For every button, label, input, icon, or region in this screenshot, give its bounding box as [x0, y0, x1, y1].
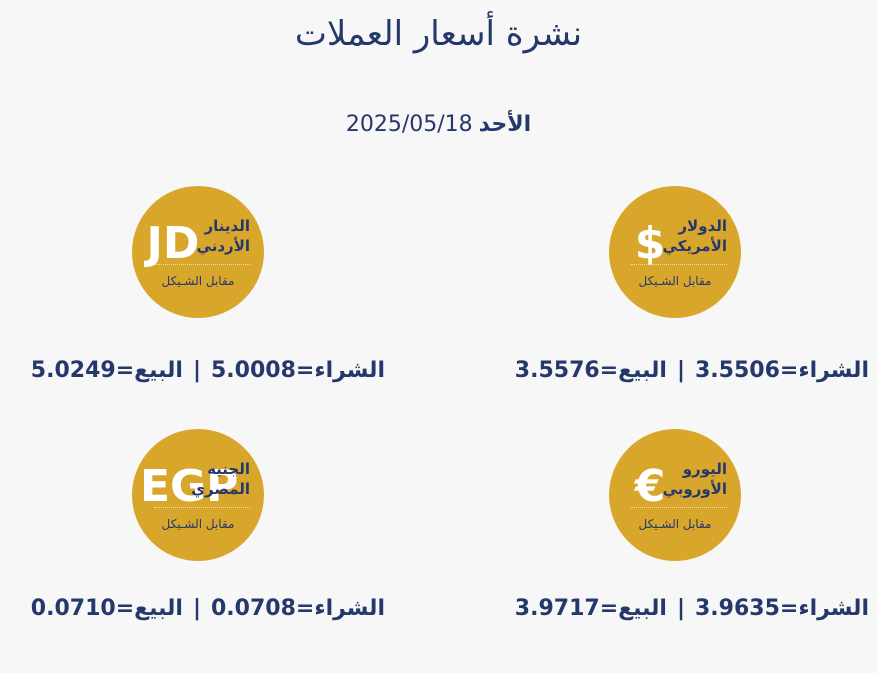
divider [154, 507, 250, 508]
currency-name: الجنيه المصري [191, 459, 250, 499]
buy-rate: 0.0708 [210, 596, 296, 621]
currency-subtitle: مقابل الشـيكل [161, 517, 235, 531]
name-line: المصري [191, 480, 250, 498]
sell-label: البيع= [115, 596, 183, 621]
rate-line: الشراء=0.0708 | البيع=0.0710 [5, 596, 385, 621]
divider [154, 264, 250, 265]
buy-rate: 5.0008 [210, 358, 296, 383]
name-line: الجنيه [207, 460, 250, 478]
currency-symbol: JD [146, 218, 200, 269]
date: 2025/05/18 [345, 112, 473, 137]
buy-rate: 3.5506 [694, 358, 780, 383]
rate-line: الشراء=3.9635 | البيع=3.9717 [489, 596, 869, 621]
currency-subtitle: مقابل الشـيكل [638, 274, 712, 288]
currency-name: الدولار الأمريكي [663, 216, 727, 256]
day: الأحد [478, 112, 532, 137]
separator: | [676, 358, 685, 383]
sell-label: البيع= [599, 596, 667, 621]
currency-name: اليورو الأوروبي [663, 459, 727, 499]
currency-badge: € اليورو الأوروبي مقابل الشـيكل [609, 429, 741, 561]
buy-label: الشراء= [295, 596, 385, 621]
buy-label: الشراء= [779, 358, 869, 383]
divider [631, 507, 727, 508]
name-line: الدولار [678, 217, 727, 235]
separator: | [192, 596, 201, 621]
currency-badge: JD الدينار الأردني مقابل الشـيكل [132, 186, 264, 318]
date-line: الأحد2025/05/18 [0, 112, 877, 137]
currency-subtitle: مقابل الشـيكل [161, 274, 235, 288]
buy-label: الشراء= [779, 596, 869, 621]
name-line: الأردني [196, 237, 250, 255]
sell-label: البيع= [599, 358, 667, 383]
sell-label: البيع= [115, 358, 183, 383]
rate-line: الشراء=3.5506 | البيع=3.5576 [489, 358, 869, 383]
currency-badge: $ الدولار الأمريكي مقابل الشـيكل [609, 186, 741, 318]
rate-line: الشراء=5.0008 | البيع=5.0249 [5, 358, 385, 383]
buy-rate: 3.9635 [694, 596, 780, 621]
currency-name: الدينار الأردني [197, 216, 250, 256]
separator: | [676, 596, 685, 621]
currency-subtitle: مقابل الشـيكل [638, 517, 712, 531]
buy-label: الشراء= [295, 358, 385, 383]
separator: | [192, 358, 201, 383]
currency-symbol: $ [634, 218, 666, 269]
name-line: الأمريكي [662, 237, 727, 255]
sell-rate: 5.0249 [30, 358, 116, 383]
divider [631, 264, 727, 265]
name-line: الأوروبي [662, 480, 727, 498]
sell-rate: 3.9717 [514, 596, 600, 621]
sell-rate: 3.5576 [514, 358, 600, 383]
name-line: الدينار [204, 217, 250, 235]
sell-rate: 0.0710 [30, 596, 116, 621]
currency-badge: EGP الجنيه المصري مقابل الشـيكل [132, 429, 264, 561]
currency-symbol: € [634, 461, 666, 512]
name-line: اليورو [682, 460, 727, 478]
title: نشرة أسعار العملات [294, 14, 583, 54]
